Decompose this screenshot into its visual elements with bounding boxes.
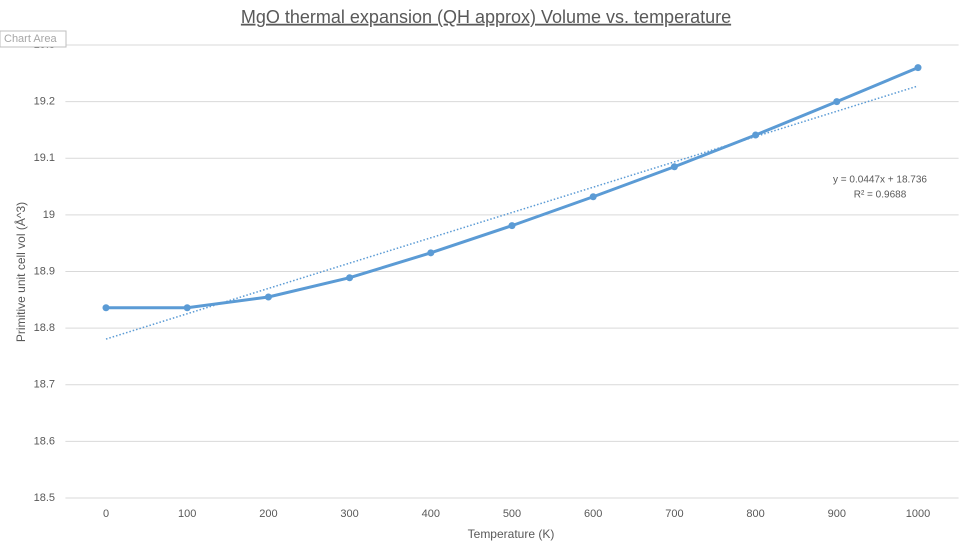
data-point [508, 222, 516, 230]
y-tick-label: 18.9 [34, 265, 55, 277]
y-axis-title: Primitive unit cell vol (Å^3) [13, 202, 28, 342]
x-tick-label: 300 [340, 508, 358, 520]
y-tick-label: 18.5 [34, 492, 55, 504]
data-point [670, 163, 678, 171]
x-tick-label: 700 [665, 508, 683, 520]
y-tick-label: 19.2 [34, 96, 55, 108]
chart-title: MgO thermal expansion (QH approx) Volume… [241, 7, 731, 27]
tooltip: Chart Area [4, 33, 57, 45]
x-tick-label: 600 [584, 508, 602, 520]
y-tick-label: 19.1 [34, 152, 55, 164]
x-tick-label: 100 [178, 508, 196, 520]
x-tick-label: 0 [103, 508, 109, 520]
data-point [752, 131, 760, 139]
tooltip-box [0, 30, 67, 48]
x-tick-label: 900 [828, 508, 846, 520]
x-axis-title: Temperature (K) [468, 527, 555, 541]
y-tick-label: 18.8 [34, 322, 55, 334]
y-tick-label: 18.6 [34, 435, 55, 447]
data-point [914, 64, 922, 72]
x-tick-label: 1000 [906, 508, 930, 520]
x-tick-label: 800 [746, 508, 764, 520]
data-point [183, 304, 191, 312]
y-tick-label: 19 [43, 209, 55, 221]
data-point [833, 98, 841, 106]
trendline-equation: y = 0.0447x + 18.736 [833, 175, 927, 186]
y-tick-label: 18.7 [34, 379, 55, 391]
data-point [264, 293, 272, 301]
x-tick-label: 200 [259, 508, 277, 520]
x-tick-label: 500 [503, 508, 521, 520]
trendline-r2: R² = 0.9688 [854, 190, 907, 201]
data-point [589, 193, 597, 201]
data-point [346, 274, 354, 282]
data-point [102, 304, 110, 312]
x-tick-label: 400 [422, 508, 440, 520]
data-point [427, 249, 435, 257]
